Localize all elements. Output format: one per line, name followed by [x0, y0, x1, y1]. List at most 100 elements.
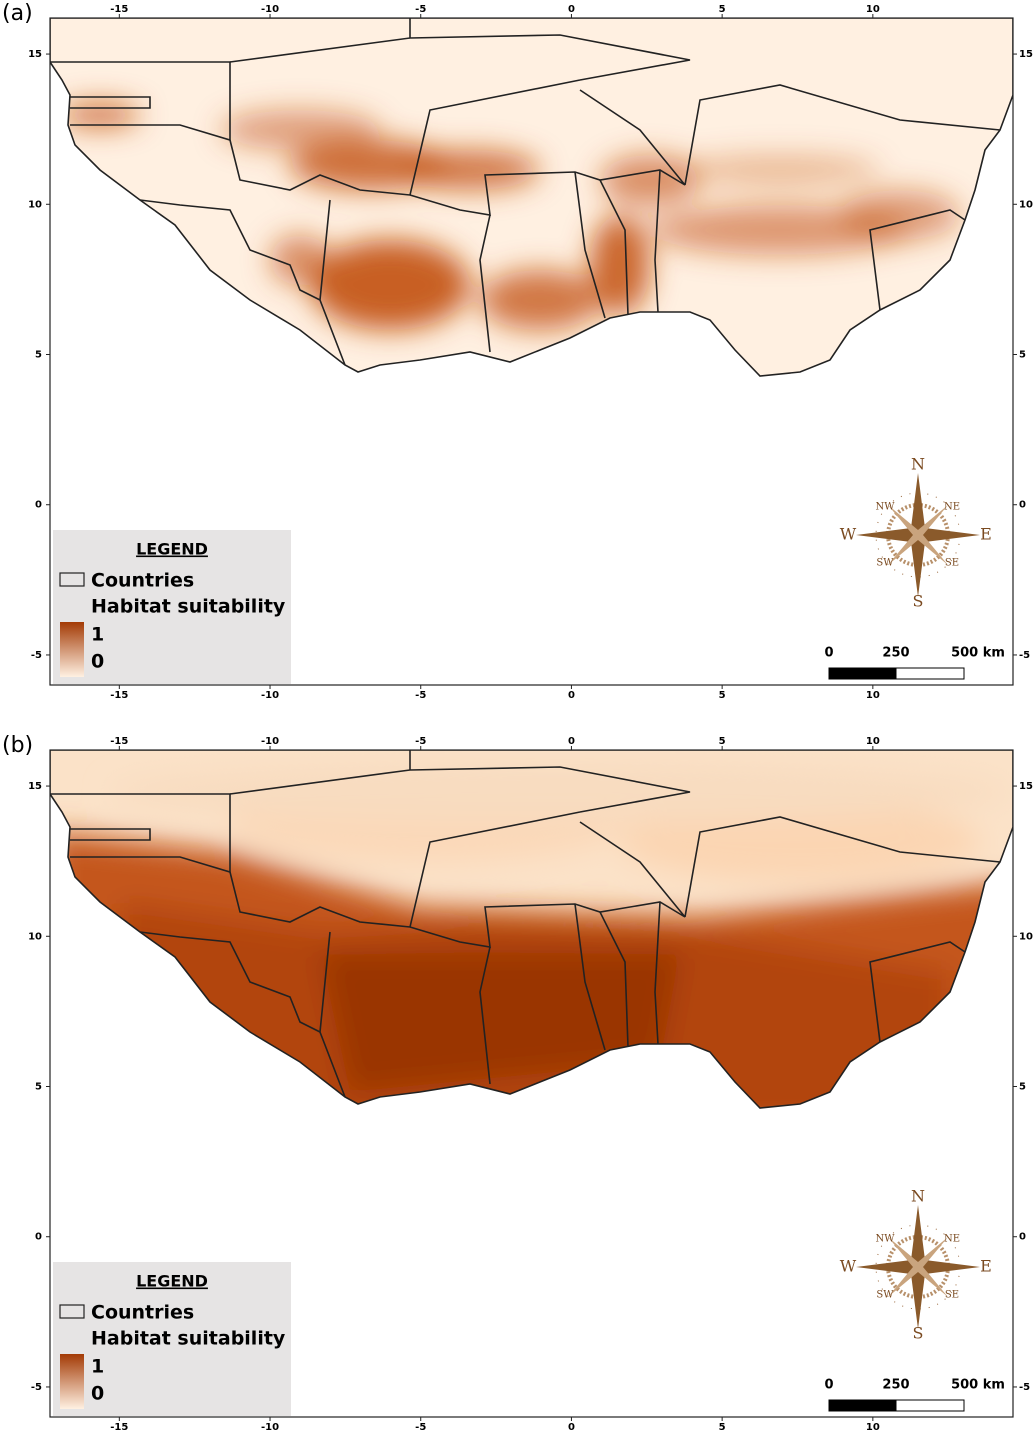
legend-country-swatch [59, 1304, 85, 1319]
scale-label: 500 km [951, 1378, 1005, 1393]
legend-gradient [60, 622, 84, 677]
compass-label: SW [876, 558, 894, 569]
compass-label: SE [945, 558, 959, 569]
map-frame [49, 749, 1014, 1418]
panel-label: (a) [2, 1, 33, 26]
scale-segment [895, 1399, 965, 1412]
x-tick-label: -10 [261, 1422, 279, 1433]
compass-label: W [840, 1257, 857, 1276]
x-tick-label: -5 [415, 1422, 426, 1433]
y-tick-label: 5 [35, 1082, 42, 1093]
x-tick-label: 0 [568, 4, 575, 15]
scale-segment [828, 1399, 897, 1412]
x-tick-label: -5 [415, 4, 426, 15]
scale-bar: 0 250 500 km [824, 646, 1005, 680]
x-tick-label: -15 [110, 4, 128, 15]
x-tick-label: -15 [110, 1422, 128, 1433]
y-tick-label: 10 [28, 199, 42, 210]
y-tick-label: 15 [1019, 781, 1033, 792]
x-tick-label: 5 [719, 690, 726, 701]
y-tick-label: 10 [1019, 199, 1033, 210]
y-tick-label: 0 [35, 1232, 42, 1243]
map-frame [49, 17, 1014, 686]
legend-max: 1 [91, 624, 104, 646]
legend-min: 0 [91, 1383, 104, 1405]
x-tick-label: -10 [261, 690, 279, 701]
compass-label: S [913, 592, 924, 611]
y-tick-label: 0 [35, 500, 42, 511]
legend-box [53, 530, 291, 684]
compass-label: NE [944, 502, 960, 513]
legend-max: 1 [91, 1356, 104, 1378]
x-tick-label: 0 [568, 690, 575, 701]
x-tick-label: -15 [110, 736, 128, 747]
scale-segment [895, 667, 965, 680]
y-tick-label: 15 [28, 49, 42, 60]
y-tick-label: -5 [1019, 1382, 1030, 1393]
compass-label: E [980, 525, 992, 544]
y-tick-label: 10 [1019, 931, 1033, 942]
legend-title: LEGEND [136, 1272, 208, 1291]
scale-segment [828, 667, 897, 680]
x-tick-label: 0 [568, 1422, 575, 1433]
x-tick-label: -10 [261, 4, 279, 15]
compass-label: SW [876, 1290, 894, 1301]
y-tick-label: 10 [28, 931, 42, 942]
x-tick-label: -5 [415, 736, 426, 747]
legend-box [53, 1262, 291, 1416]
y-tick-label: 5 [1019, 1082, 1026, 1093]
y-tick-label: 15 [1019, 49, 1033, 60]
x-tick-label: 5 [719, 4, 726, 15]
x-tick-label: -5 [415, 690, 426, 701]
legend-gradient [60, 1354, 84, 1409]
x-tick-label: 5 [719, 736, 726, 747]
x-tick-label: 10 [866, 690, 880, 701]
legend-min: 0 [91, 651, 104, 673]
scale-bar: 0 250 500 km [824, 1378, 1005, 1412]
legend-country-swatch [59, 572, 85, 587]
scale-label: 250 [882, 646, 909, 661]
scale-label: 500 km [951, 646, 1005, 661]
legend: LEGEND Countries Habitat suitability 1 0 [53, 530, 291, 684]
y-tick-label: 0 [1019, 500, 1026, 511]
legend: LEGEND Countries Habitat suitability 1 0 [53, 1262, 291, 1416]
x-tick-label: 10 [866, 1422, 880, 1433]
x-tick-label: 0 [568, 736, 575, 747]
y-tick-label: -5 [1019, 650, 1030, 661]
scale-label: 0 [824, 1378, 833, 1393]
compass-label: N [911, 455, 925, 474]
panel-label: (b) [2, 733, 33, 758]
compass-label: N [911, 1187, 925, 1206]
compass-label: NE [944, 1234, 960, 1245]
y-tick-label: 15 [28, 781, 42, 792]
scale-label: 250 [882, 1378, 909, 1393]
legend-suitability: Habitat suitability [91, 596, 286, 618]
legend-countries: Countries [91, 570, 194, 592]
compass-star [888, 505, 948, 565]
x-tick-label: -10 [261, 736, 279, 747]
y-tick-label: -5 [31, 1382, 42, 1393]
x-tick-label: -15 [110, 690, 128, 701]
compass-label: SE [945, 1290, 959, 1301]
compass-label: NW [875, 502, 895, 513]
compass-label: E [980, 1257, 992, 1276]
legend-suitability: Habitat suitability [91, 1328, 286, 1350]
y-tick-label: 0 [1019, 1232, 1026, 1243]
legend-countries: Countries [91, 1302, 194, 1324]
compass-label: S [913, 1324, 924, 1343]
x-tick-label: 10 [866, 736, 880, 747]
scale-label: 0 [824, 646, 833, 661]
legend-title: LEGEND [136, 540, 208, 559]
compass-label: W [840, 525, 857, 544]
compass-star [888, 1237, 948, 1297]
y-tick-label: 5 [1019, 350, 1026, 361]
x-tick-label: 10 [866, 4, 880, 15]
compass-label: NW [875, 1234, 895, 1245]
x-tick-label: 5 [719, 1422, 726, 1433]
y-tick-label: -5 [31, 650, 42, 661]
